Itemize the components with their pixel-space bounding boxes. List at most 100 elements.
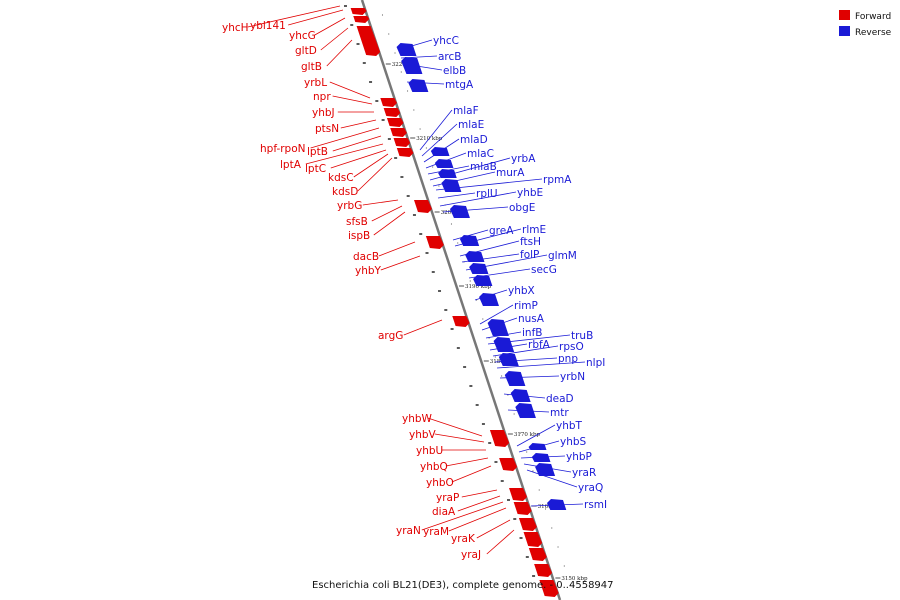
scale-label: 3190 kbp bbox=[465, 284, 492, 290]
gene-label-argg[interactable]: argG bbox=[378, 330, 403, 342]
gene-label-lptc[interactable]: lptC bbox=[305, 163, 326, 175]
gene-label-mlad[interactable]: mlaD bbox=[460, 134, 488, 146]
gene-label-yrar[interactable]: yraR bbox=[572, 467, 596, 479]
reverse-gene-feature bbox=[401, 57, 423, 74]
gene-label-lpta[interactable]: lptA bbox=[280, 159, 302, 171]
gene-label-mura[interactable]: murA bbox=[496, 167, 525, 179]
leader-line-gltd bbox=[320, 27, 349, 51]
gene-label-nlpi[interactable]: nlpI bbox=[586, 357, 605, 369]
gene-label-mlae[interactable]: mlaE bbox=[458, 119, 484, 131]
reverse-gene-feature bbox=[469, 263, 489, 274]
gene-label-rlme[interactable]: rlmE bbox=[522, 224, 546, 236]
gene-label-yhbq[interactable]: yhbQ bbox=[420, 461, 448, 473]
gene-label-glmm[interactable]: glmM bbox=[548, 250, 577, 262]
scale-label: 3170 kbp bbox=[514, 432, 541, 438]
gene-label-obge[interactable]: obgE bbox=[509, 202, 535, 214]
gene-label-yrbl[interactable]: yrbL bbox=[304, 77, 327, 89]
forward-gene-feature bbox=[390, 128, 407, 137]
gene-label-dead[interactable]: deaD bbox=[546, 393, 574, 405]
gene-label-infb[interactable]: infB bbox=[522, 327, 542, 339]
forward-gene-feature bbox=[518, 518, 537, 531]
scale-label: 3150 kbp bbox=[561, 576, 588, 582]
gene-label-yrak[interactable]: yraK bbox=[451, 533, 476, 545]
gene-label-sfsb[interactable]: sfsB bbox=[346, 216, 368, 228]
gene-label-yhcg[interactable]: yhcG bbox=[289, 30, 316, 42]
reverse-gene-feature bbox=[528, 443, 547, 450]
gene-label-yrbn[interactable]: yrbN bbox=[560, 371, 585, 383]
gene-label-yhbt[interactable]: yhbT bbox=[556, 420, 583, 432]
reverse-gene-feature bbox=[408, 79, 429, 92]
gene-label-yram[interactable]: yraM bbox=[423, 526, 449, 538]
gene-label-mlab[interactable]: mlaB bbox=[470, 161, 497, 173]
gene-label-mlac[interactable]: mlaC bbox=[467, 148, 494, 160]
gene-label-yrba[interactable]: yrbA bbox=[511, 153, 536, 165]
gene-label-dacb[interactable]: dacB bbox=[353, 251, 379, 263]
gene-label-secg[interactable]: secG bbox=[531, 264, 557, 276]
gene-label-ftsh[interactable]: ftsH bbox=[520, 236, 541, 248]
gene-label-rpma[interactable]: rpmA bbox=[543, 174, 572, 186]
forward-gene-feature bbox=[452, 316, 470, 327]
leader-line-yrbl bbox=[329, 81, 371, 99]
forward-gene-feature bbox=[523, 532, 543, 547]
gene-label-yhbs[interactable]: yhbS bbox=[560, 436, 587, 448]
gene-label-arcb[interactable]: arcB bbox=[438, 51, 462, 63]
gene-label-yran[interactable]: yraN bbox=[396, 525, 421, 537]
gene-label-yhbo[interactable]: yhbO bbox=[426, 477, 454, 489]
gene-label-yhbw[interactable]: yhbW bbox=[402, 413, 433, 425]
gene-label-yhbv[interactable]: yhbV bbox=[409, 429, 437, 441]
gene-label-rbfa[interactable]: rbfA bbox=[528, 339, 551, 351]
gene-label-folp[interactable]: folP bbox=[520, 249, 539, 261]
gene-label-rplu[interactable]: rplU bbox=[476, 188, 498, 200]
gene-label-grea[interactable]: greA bbox=[489, 225, 514, 237]
gene-label-kdsd[interactable]: kdsD bbox=[332, 186, 358, 198]
leader-line-sfsb bbox=[371, 205, 403, 222]
gene-label-gltd[interactable]: gltD bbox=[295, 45, 317, 57]
gene-label-elbb[interactable]: elbB bbox=[443, 65, 466, 77]
gene-label-ptsn[interactable]: ptsN bbox=[315, 123, 339, 135]
reverse-gene-feature bbox=[547, 499, 567, 510]
reverse-gene-feature bbox=[441, 179, 462, 192]
gene-label-npr[interactable]: npr bbox=[313, 91, 331, 103]
leader-line-kdsd bbox=[357, 157, 393, 192]
gene-label-yraq[interactable]: yraQ bbox=[578, 482, 603, 494]
gene-label-mlaf[interactable]: mlaF bbox=[453, 105, 479, 117]
leader-line-yran bbox=[421, 501, 504, 531]
gene-label-mtr[interactable]: mtr bbox=[550, 407, 569, 419]
leader-line-mlae bbox=[421, 123, 458, 157]
gene-label-yhcc[interactable]: yhcC bbox=[433, 35, 459, 47]
gene-label-yrbg[interactable]: yrbG bbox=[337, 200, 362, 212]
legend-forward-label: Forward bbox=[855, 12, 891, 22]
gene-label-lptb[interactable]: lptB bbox=[307, 146, 328, 158]
gene-label-yhby[interactable]: yhbY bbox=[355, 265, 382, 277]
gene-label-nusa[interactable]: nusA bbox=[518, 313, 545, 325]
gene-label-yhbu[interactable]: yhbU bbox=[416, 445, 443, 457]
gene-label-rimp[interactable]: rimP bbox=[514, 300, 538, 312]
gene-label-yhbj[interactable]: yhbJ bbox=[312, 107, 335, 119]
leader-line-yhby bbox=[380, 255, 421, 271]
gene-label-trub[interactable]: truB bbox=[571, 330, 593, 342]
gene-features bbox=[350, 8, 567, 597]
gene-label-yhbe[interactable]: yhbE bbox=[517, 187, 543, 199]
gene-label-pnp[interactable]: pnp bbox=[558, 353, 578, 365]
reverse-gene-feature bbox=[438, 169, 457, 178]
gene-label-kdsc[interactable]: kdsC bbox=[328, 172, 354, 184]
leader-line-yraj bbox=[486, 529, 515, 555]
gene-label-ispb[interactable]: ispB bbox=[348, 230, 370, 242]
gene-label-mtga[interactable]: mtgA bbox=[445, 79, 474, 91]
gene-label-diaa[interactable]: diaA bbox=[432, 506, 456, 518]
leader-line-rimp bbox=[479, 304, 514, 325]
gene-label-yrap[interactable]: yraP bbox=[436, 492, 459, 504]
leader-line-gltb bbox=[326, 39, 353, 67]
gene-label-rpso[interactable]: rpsO bbox=[559, 341, 584, 353]
gene-label-yraj[interactable]: yraJ bbox=[461, 549, 481, 561]
reverse-gene-feature bbox=[515, 403, 536, 418]
gene-label-hpf-rpon[interactable]: hpf-rpoN bbox=[260, 143, 306, 155]
gene-label-ybl141[interactable]: ybl141 bbox=[250, 20, 286, 32]
gene-label-yhbx[interactable]: yhbX bbox=[508, 285, 535, 297]
reverse-gene-feature bbox=[487, 319, 509, 336]
gene-label-yhbp[interactable]: yhbP bbox=[566, 451, 592, 463]
gene-label-yhch[interactable]: yhcH bbox=[222, 22, 249, 34]
gene-label-rsmi[interactable]: rsmI bbox=[584, 499, 607, 511]
gene-label-gltb[interactable]: gltB bbox=[301, 61, 322, 73]
